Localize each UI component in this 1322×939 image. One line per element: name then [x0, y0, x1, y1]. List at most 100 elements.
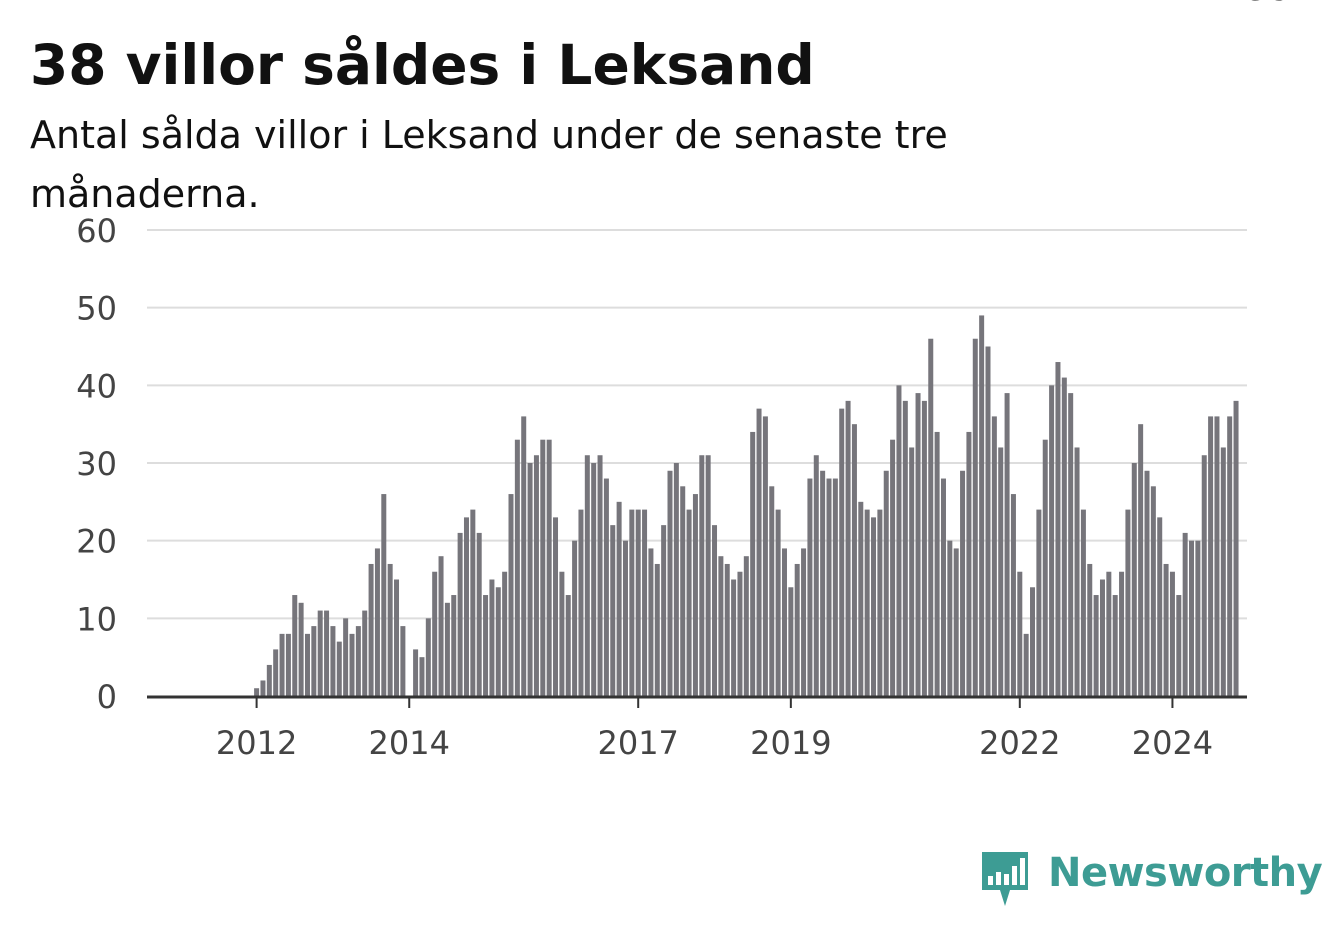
bar: [928, 338, 934, 696]
bar: [508, 494, 514, 696]
bar: [273, 649, 279, 696]
bar: [648, 548, 654, 696]
bar: [476, 532, 482, 696]
bar: [1220, 447, 1226, 696]
bar: [463, 517, 469, 696]
bar: [1049, 385, 1055, 696]
bar: [807, 478, 813, 696]
bar: [349, 633, 355, 696]
bar: [387, 563, 393, 696]
bar: [820, 470, 826, 696]
bar: [578, 509, 584, 696]
bar: [533, 455, 539, 696]
bar: [374, 548, 380, 696]
bar: [991, 416, 997, 696]
bar: [979, 315, 985, 696]
brand-name: Newsworthy: [1048, 850, 1322, 896]
bar: [826, 478, 832, 696]
bar: [622, 540, 628, 696]
bar: [985, 346, 991, 696]
bar: [546, 439, 552, 696]
bar: [1106, 571, 1112, 696]
bar: [845, 400, 851, 696]
bar: [1157, 517, 1163, 696]
data-label: 38: [1246, 0, 1289, 9]
bar: [1074, 447, 1080, 696]
bar: [699, 455, 705, 696]
bar: [1163, 563, 1169, 696]
bar: [603, 478, 609, 696]
bar: [584, 455, 590, 696]
bar: [336, 641, 342, 696]
bar: [483, 595, 489, 696]
bar: [642, 509, 648, 696]
bar-chart: 0 10 20 30 40 50 60 38 2012 2014 2017 2019 2022 2024: [76, 0, 1289, 762]
bar: [330, 626, 336, 696]
bar: [1087, 563, 1093, 696]
bar: [724, 563, 730, 696]
bar: [1119, 571, 1125, 696]
bar: [285, 633, 291, 696]
bar: [1150, 486, 1156, 696]
y-tick-label: 50: [76, 290, 117, 328]
bar: [635, 509, 641, 696]
bar: [400, 626, 406, 696]
bar: [871, 517, 877, 696]
bar: [1131, 463, 1137, 696]
bar: [972, 338, 978, 696]
bar: [394, 579, 400, 696]
bar: [851, 424, 857, 696]
x-tick-label: 2019: [750, 724, 831, 762]
newsworthy-logo: Newsworthy: [980, 848, 1322, 912]
bar: [1214, 416, 1220, 696]
bar: [858, 501, 864, 696]
bar: [324, 610, 330, 696]
bar: [1169, 571, 1175, 696]
bar: [451, 595, 457, 696]
bar: [591, 463, 597, 696]
bar: [368, 563, 374, 696]
bar: [381, 494, 387, 696]
bar: [947, 540, 953, 696]
bar: [597, 455, 603, 696]
bar: [457, 532, 463, 696]
bar: [559, 571, 565, 696]
bar: [521, 416, 527, 696]
bar: [1195, 540, 1201, 696]
bar: [883, 470, 889, 696]
bar: [921, 400, 927, 696]
bar: [737, 571, 743, 696]
bar: [260, 680, 266, 696]
bar: [731, 579, 737, 696]
bar: [432, 571, 438, 696]
bar: [1189, 540, 1195, 696]
bar: [686, 509, 692, 696]
bar: [279, 633, 285, 696]
bar: [756, 408, 762, 696]
bar: [788, 587, 794, 696]
x-tick-label: 2014: [369, 724, 450, 762]
bar: [781, 548, 787, 696]
bar: [1055, 362, 1061, 696]
bar: [444, 602, 450, 696]
bar: [1023, 633, 1029, 696]
bar: [298, 602, 304, 696]
y-tick-label: 10: [76, 600, 117, 638]
y-tick-label: 20: [76, 523, 117, 561]
bar: [527, 463, 533, 696]
bar: [934, 431, 940, 696]
bar: [425, 618, 431, 696]
bar: [572, 540, 578, 696]
bar: [1061, 377, 1067, 696]
bar: [1010, 494, 1016, 696]
bar: [712, 525, 718, 696]
bar: [661, 525, 667, 696]
bar: [343, 618, 349, 696]
bar: [1080, 509, 1086, 696]
bar: [1112, 595, 1118, 696]
chart-title: 38 villor såldes i Leksand: [30, 33, 815, 97]
bar: [1068, 393, 1074, 696]
bar: [616, 501, 622, 696]
bar: [896, 385, 902, 696]
chart-subtitle: Antal sålda villor i Leksand under de se…: [30, 113, 948, 216]
